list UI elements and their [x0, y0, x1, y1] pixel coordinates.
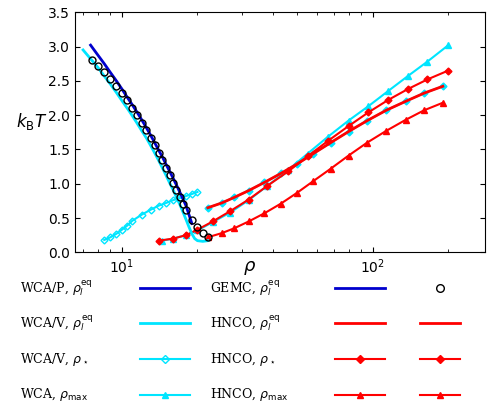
Y-axis label: $k_{\rm B}T$: $k_{\rm B}T$: [16, 111, 47, 132]
Text: GEMC, $\rho_l^{\rm eq}$: GEMC, $\rho_l^{\rm eq}$: [210, 278, 280, 298]
Text: HNCO, $\rho_\star$: HNCO, $\rho_\star$: [210, 350, 276, 368]
Text: $\rho$: $\rho$: [244, 258, 256, 276]
Text: WCA/P, $\rho_l^{\rm eq}$: WCA/P, $\rho_l^{\rm eq}$: [20, 278, 92, 298]
Text: HNCO, $\rho_{\rm max}$: HNCO, $\rho_{\rm max}$: [210, 386, 288, 403]
Text: WCA, $\rho_{\rm max}$: WCA, $\rho_{\rm max}$: [20, 386, 88, 403]
Text: WCA/V, $\rho_l^{\rm eq}$: WCA/V, $\rho_l^{\rm eq}$: [20, 314, 94, 333]
Text: HNCO, $\rho_l^{\rm eq}$: HNCO, $\rho_l^{\rm eq}$: [210, 314, 280, 333]
Text: WCA/V, $\rho_\star$: WCA/V, $\rho_\star$: [20, 350, 88, 368]
